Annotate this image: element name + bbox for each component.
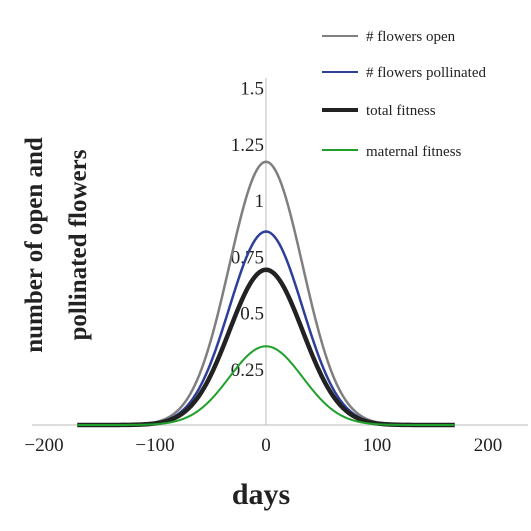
x-tick-labels: −200 −100 0 100 200 [24,435,502,456]
series-lines [77,160,455,428]
y-axis-title-line-2: pollinated flowers [65,149,92,340]
x-tick-label: 100 [363,435,392,456]
x-tick-label: −200 [24,435,63,456]
x-tick-label: 0 [261,435,271,456]
legend-label-total-fitness: total fitness [366,103,436,119]
legend-label-flowers-pollinated: # flowers pollinated [366,65,486,81]
y-tick-label: 1.25 [231,135,264,156]
series-line-maternal-fitness [77,345,455,426]
legend-label-maternal-fitness: maternal fitness [366,144,462,160]
y-tick-label: 1 [255,191,265,212]
legend: # flowers open # flowers pollinated tota… [322,29,486,160]
x-tick-label: 200 [474,435,503,456]
y-tick-label: 0.5 [240,304,264,325]
x-tick-label: −100 [135,435,174,456]
y-axis-title-line-1: number of open and [21,137,48,353]
legend-label-flowers-open: # flowers open [366,29,456,45]
x-axis-title: days [232,478,290,511]
y-tick-label: 1.5 [240,79,264,100]
y-axis-title: number of open and pollinated flowers [21,137,92,353]
